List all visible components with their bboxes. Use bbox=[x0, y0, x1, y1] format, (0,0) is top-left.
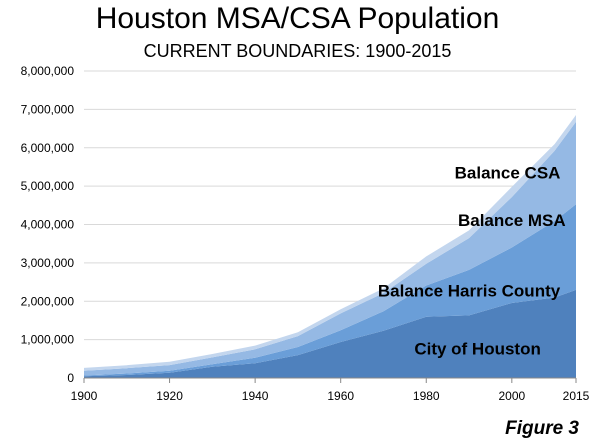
series-label: Balance CSA bbox=[455, 163, 561, 182]
series-label: Balance Harris County bbox=[378, 281, 561, 300]
series-label: Balance MSA bbox=[458, 211, 566, 230]
y-tick-label: 2,000,000 bbox=[21, 294, 75, 308]
x-tick-label: 1940 bbox=[242, 389, 269, 403]
x-tick-label: 1900 bbox=[71, 389, 98, 403]
x-tick-label: 1920 bbox=[156, 389, 183, 403]
chart-title: Houston MSA/CSA Population bbox=[95, 2, 500, 35]
y-tick-label: 0 bbox=[67, 371, 74, 385]
area-balance-harris-county bbox=[84, 204, 576, 377]
x-tick-label: 1980 bbox=[413, 389, 440, 403]
area-city-of-houston bbox=[84, 289, 576, 378]
y-tick-label: 3,000,000 bbox=[21, 256, 75, 270]
y-tick-label: 5,000,000 bbox=[21, 179, 75, 193]
chart-subtitle: CURRENT BOUNDARIES: 1900-2015 bbox=[143, 41, 452, 61]
y-tick-label: 6,000,000 bbox=[21, 141, 75, 155]
y-tick-label: 4,000,000 bbox=[21, 218, 75, 232]
figure-label: Figure 3 bbox=[505, 418, 579, 439]
x-tick-label: 2000 bbox=[498, 389, 525, 403]
series-label: City of Houston bbox=[414, 340, 541, 359]
x-tick-label: 1960 bbox=[327, 389, 354, 403]
y-tick-label: 8,000,000 bbox=[21, 64, 75, 78]
y-tick-label: 7,000,000 bbox=[21, 102, 75, 116]
y-tick-label: 1,000,000 bbox=[21, 333, 75, 347]
x-tick-label: 2015 bbox=[563, 389, 590, 403]
area-balance-msa bbox=[84, 121, 576, 376]
